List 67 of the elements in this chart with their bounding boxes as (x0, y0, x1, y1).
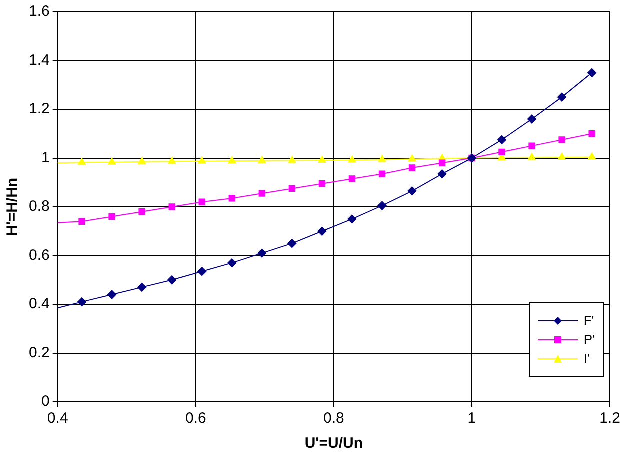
point (198, 156, 206, 164)
point (378, 201, 387, 210)
point (588, 130, 596, 138)
point (348, 176, 356, 182)
point (558, 92, 567, 102)
y-tick-label: 1 (42, 149, 50, 166)
point (288, 185, 296, 192)
point (528, 142, 536, 150)
y-tick-label: 1.4 (28, 52, 50, 69)
point (78, 298, 87, 307)
legend-label: F' (584, 313, 594, 328)
point (228, 258, 237, 268)
point (408, 164, 416, 172)
point (498, 148, 506, 156)
point (378, 155, 386, 162)
point (528, 114, 537, 124)
point (168, 157, 176, 164)
point (497, 135, 506, 144)
point (138, 208, 146, 216)
point (108, 290, 117, 300)
point (318, 180, 326, 188)
point (138, 282, 147, 292)
y-tick-label: 1.2 (28, 100, 50, 118)
y-tick-label: 0.4 (28, 296, 50, 313)
point (78, 158, 86, 166)
point (588, 152, 596, 160)
point (588, 68, 597, 78)
point (288, 156, 296, 164)
y-tick-label: 0 (42, 393, 50, 410)
point (408, 186, 417, 196)
point (258, 248, 267, 258)
point (198, 267, 207, 276)
x-tick-label: 0.6 (185, 410, 206, 428)
point (168, 204, 176, 210)
point (348, 214, 357, 224)
y-tick-label: 1.6 (28, 3, 50, 20)
point (258, 190, 266, 197)
legend-label: P' (584, 332, 595, 347)
point (318, 156, 326, 163)
x-tick-label: 1 (468, 410, 476, 428)
point (318, 226, 327, 236)
y-axis-title: H'=H/Hn (4, 178, 22, 236)
legend-label: I' (584, 351, 590, 366)
point (348, 156, 356, 163)
point (288, 239, 297, 248)
point (558, 136, 566, 144)
point (168, 276, 177, 285)
x-axis-title: U'=U/Un (304, 435, 364, 452)
y-tick-label: 0.2 (28, 344, 50, 362)
point (78, 218, 86, 225)
point (138, 157, 146, 164)
y-tick-label: 0.6 (28, 246, 50, 264)
point (408, 154, 416, 162)
point (108, 158, 116, 165)
point (528, 153, 536, 160)
x-tick-label: 0.8 (323, 410, 344, 428)
x-tick-label: 1.2 (600, 410, 620, 428)
point (258, 156, 266, 164)
point (228, 195, 236, 202)
point (558, 153, 566, 160)
point (438, 170, 447, 179)
point (108, 213, 116, 220)
point (438, 160, 446, 166)
point (198, 198, 206, 206)
point (228, 156, 236, 164)
y-tick-label: 0.8 (28, 198, 50, 216)
point (378, 170, 386, 178)
